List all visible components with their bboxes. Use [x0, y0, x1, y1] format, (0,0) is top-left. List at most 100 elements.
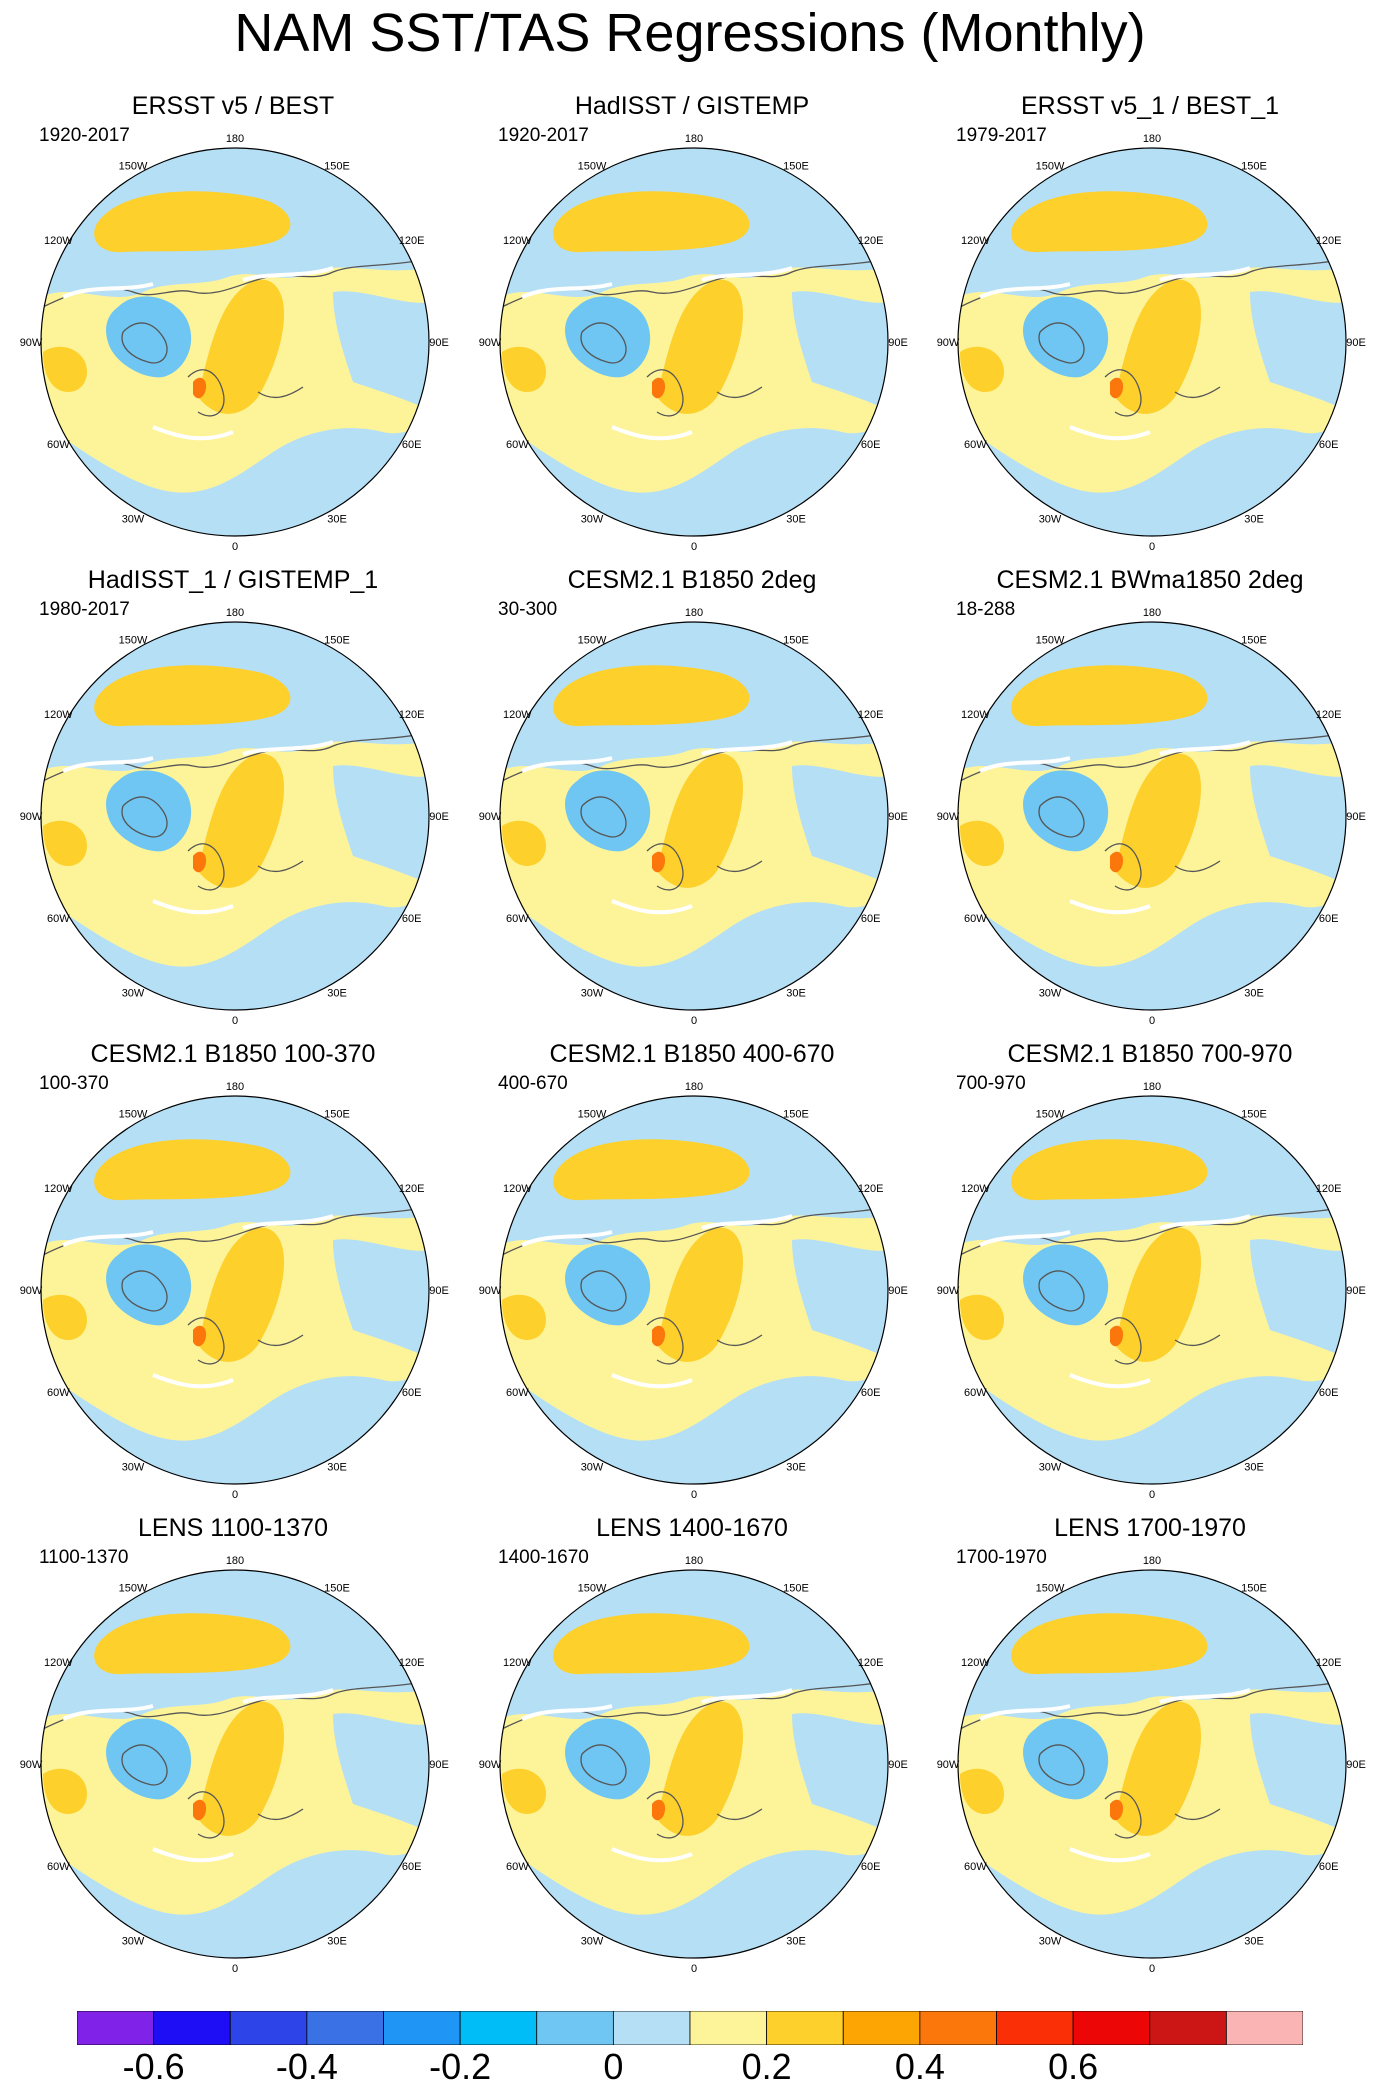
longitude-label: 30W — [122, 1462, 145, 1474]
longitude-label: 30E — [327, 988, 347, 1000]
eurasia-positive — [657, 279, 743, 414]
regression-field — [500, 148, 888, 536]
sea-ice-edge — [62, 1688, 334, 1863]
eurasia-positive — [657, 1701, 743, 1836]
pacific-positive — [1011, 665, 1208, 727]
longitude-label: 120E — [858, 1183, 884, 1195]
panel-title: LENS 1400-1670 — [596, 1514, 788, 1542]
siberia-negative — [792, 291, 888, 412]
colorbar-box — [77, 2011, 155, 2045]
colorbar-box — [1225, 2011, 1303, 2045]
map-panel: HadISST_1 / GISTEMP_1 1980-2017 180 150E 120… — [3, 566, 463, 1038]
scandinavia-strong — [193, 1799, 207, 1821]
regression-field — [958, 1096, 1346, 1484]
longitude-label: 150W — [119, 1582, 148, 1594]
longitude-label: 90E — [429, 337, 449, 349]
longitude-label: 150W — [119, 634, 148, 646]
scandinavia-strong — [652, 851, 666, 873]
canada-negative — [1023, 770, 1109, 852]
panel-title: CESM2.1 B1850 400-670 — [549, 1040, 835, 1068]
panel-period: 1979-2017 — [956, 125, 1047, 146]
coastline — [42, 259, 424, 417]
longitude-label: 30E — [1244, 514, 1264, 526]
longitude-label: 120W — [961, 709, 990, 721]
atlantic-positive — [502, 346, 547, 392]
longitude-label: 60E — [402, 1387, 422, 1399]
map-panel: ERSST v5 / BEST 1920-2017 180 150E 120E 90E 60… — [3, 92, 463, 564]
coastline — [42, 733, 424, 891]
regression-field — [958, 1570, 1346, 1958]
pacific-positive — [94, 191, 291, 253]
longitude-label: 60E — [402, 1861, 422, 1873]
polar-map: 180 150E 120E 90E 60E 30E 0 30W 60W 90W 120W 150W — [479, 607, 908, 1027]
map-boundary — [957, 147, 1347, 537]
siberia-negative — [1250, 291, 1346, 412]
longitude-label: 150E — [324, 1108, 350, 1120]
eurasia-positive — [657, 753, 743, 888]
regression-field — [41, 1570, 429, 1958]
longitude-label: 60E — [402, 439, 422, 451]
colorbar-label: 0 — [603, 2046, 624, 2087]
atlantic-positive — [960, 1294, 1005, 1340]
longitude-label: 150W — [578, 160, 607, 172]
map-boundary — [957, 621, 1347, 1011]
canada-negative — [565, 1718, 651, 1800]
longitude-label: 0 — [691, 1015, 697, 1027]
coastline — [42, 1681, 424, 1839]
colorbar — [77, 2011, 1303, 2045]
longitude-label: 150W — [119, 1108, 148, 1120]
siberia-negative — [792, 1239, 888, 1360]
longitude-label: 180 — [1143, 1555, 1161, 1567]
regression-field — [958, 622, 1346, 1010]
longitude-label: 180 — [1143, 133, 1161, 145]
map-panel: CESM2.1 BWma1850 2deg 18-288 180 150E 120E 90… — [920, 566, 1380, 1038]
longitude-label: 90W — [20, 1759, 43, 1771]
longitude-label: 180 — [226, 133, 244, 145]
coastline — [959, 1207, 1341, 1365]
map-boundary — [957, 1095, 1347, 1485]
longitude-label: 30W — [1039, 1936, 1062, 1948]
siberia-negative — [333, 1239, 429, 1360]
longitude-label: 30W — [1039, 988, 1062, 1000]
longitude-label: 120W — [503, 1183, 532, 1195]
longitude-label: 60W — [506, 913, 529, 925]
panel-period: 1400-1670 — [498, 1547, 589, 1568]
pacific-positive — [553, 1613, 750, 1675]
longitude-label: 60W — [47, 1861, 70, 1873]
longitude-label: 30W — [122, 988, 145, 1000]
longitude-label: 150E — [783, 1582, 809, 1594]
longitude-label: 150E — [324, 1582, 350, 1594]
longitude-label: 120E — [399, 1183, 425, 1195]
panel-title: LENS 1700-1970 — [1054, 1514, 1246, 1542]
canada-negative — [1023, 296, 1109, 378]
map-panel: ERSST v5_1 / BEST_1 1979-2017 180 150E 120E 9… — [920, 92, 1380, 564]
regression-field — [41, 1096, 429, 1484]
longitude-label: 120W — [44, 1183, 73, 1195]
longitude-label: 180 — [685, 607, 703, 619]
longitude-label: 0 — [691, 541, 697, 553]
longitude-label: 90E — [1346, 1285, 1366, 1297]
longitude-label: 60E — [1319, 439, 1339, 451]
longitude-label: 150W — [1036, 1582, 1065, 1594]
polar-map: 180 150E 120E 90E 60E 30E 0 30W 60W 90W 120W 150W — [20, 1081, 449, 1501]
longitude-label: 60W — [47, 913, 70, 925]
longitude-label: 150W — [1036, 1108, 1065, 1120]
polar-map: 180 150E 120E 90E 60E 30E 0 30W 60W 90W 120W 150W — [20, 133, 449, 553]
longitude-label: 30W — [581, 1462, 604, 1474]
map-panel: LENS 1700-1970 1700-1970 180 150E 120E 90E 60E… — [920, 1514, 1380, 1986]
atlantic-positive — [960, 820, 1005, 866]
map-panel: CESM2.1 B1850 700-970 700-970 180 150E 120E 9… — [920, 1040, 1380, 1512]
sea-ice-edge — [62, 266, 334, 441]
longitude-label: 60E — [861, 1861, 881, 1873]
pacific-positive — [1011, 191, 1208, 253]
colorbar-box — [153, 2011, 231, 2045]
longitude-label: 30W — [1039, 514, 1062, 526]
longitude-label: 30W — [122, 1936, 145, 1948]
eurasia-positive — [198, 279, 284, 414]
canada-negative — [565, 296, 651, 378]
longitude-label: 0 — [691, 1963, 697, 1975]
coastline — [959, 1681, 1341, 1839]
longitude-label: 150W — [578, 634, 607, 646]
panel-title: HadISST / GISTEMP — [574, 92, 810, 120]
panel-title: CESM2.1 BWma1850 2deg — [996, 566, 1304, 594]
